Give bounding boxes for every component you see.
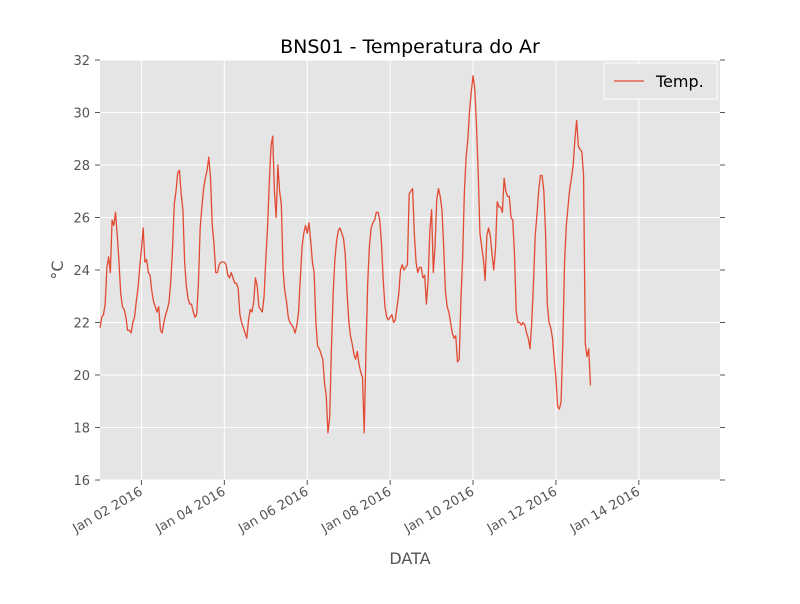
legend-label: Temp. — [655, 72, 704, 91]
y-tick-label: 30 — [73, 107, 90, 122]
y-tick-label: 32 — [73, 54, 90, 69]
y-tick-label: 20 — [73, 369, 90, 384]
y-tick-label: 24 — [73, 264, 90, 279]
y-tick-label: 16 — [73, 474, 90, 489]
chart-title: BNS01 - Temperatura do Ar — [280, 36, 540, 58]
legend: Temp. — [603, 62, 718, 100]
y-tick-label: 22 — [73, 317, 90, 332]
series-layer — [99, 75, 592, 434]
temperature-series-line — [99, 75, 592, 434]
y-tick-label: 28 — [73, 159, 90, 174]
x-axis-label: DATA — [389, 549, 430, 568]
axis-ticks — [95, 59, 725, 485]
y-tick-label: 26 — [73, 212, 90, 227]
grid-lines — [100, 59, 720, 481]
y-tick-labels: 16 18 20 22 24 26 28 30 32 — [73, 54, 90, 489]
y-tick-label: 18 — [73, 422, 90, 437]
y-axis-label: °C — [48, 260, 67, 279]
